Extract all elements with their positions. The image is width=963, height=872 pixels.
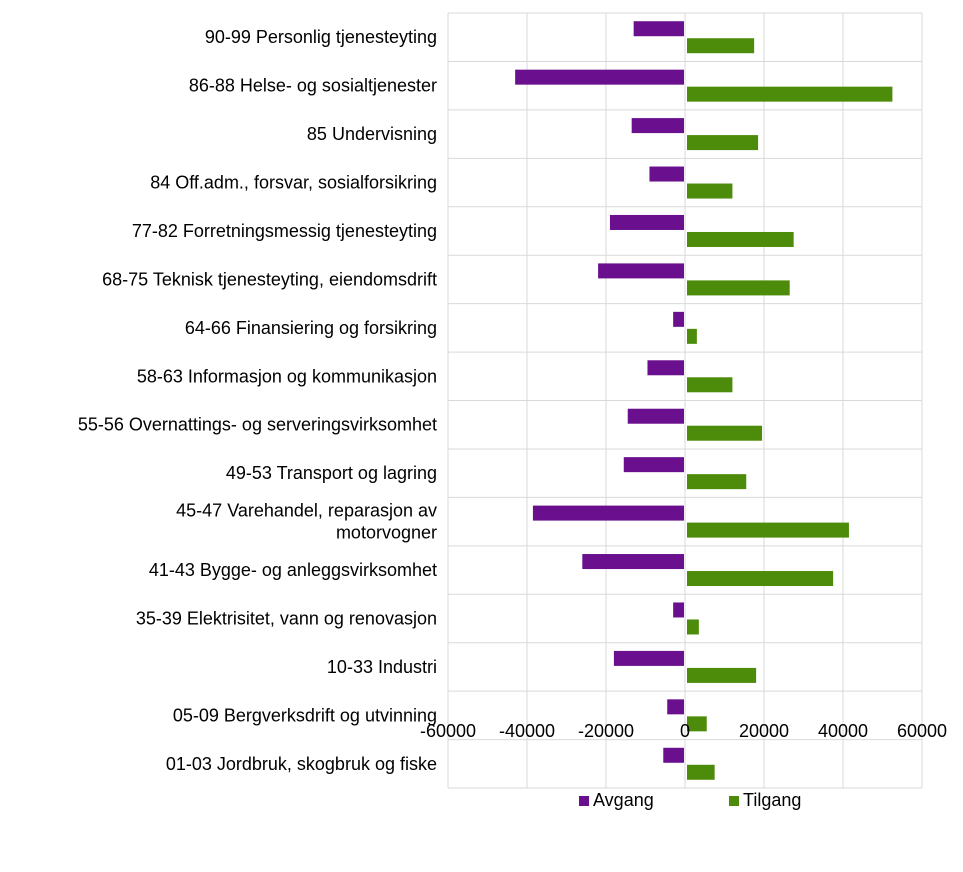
bar-avgang-4 <box>609 214 684 230</box>
category-labels: 90-99 Personlig tjenesteyting 86-88 Helse… <box>78 27 437 774</box>
x-tick-label: -20000 <box>578 721 634 741</box>
bar-avgang-14 <box>667 699 684 715</box>
legend-item-tilgang: Tilgang <box>729 790 801 811</box>
bar-tilgang-11 <box>687 571 834 587</box>
bar-tilgang-4 <box>687 231 794 247</box>
bar-tilgang-5 <box>687 280 790 296</box>
category-label: 01-03 Jordbruk, skogbruk og fiske <box>166 754 437 774</box>
bar-avgang-8 <box>627 408 684 424</box>
bar-tilgang-0 <box>687 38 755 54</box>
bar-tilgang-7 <box>687 377 733 393</box>
bar-tilgang-9 <box>687 474 747 490</box>
bar-avgang-12 <box>673 602 684 618</box>
category-label: 05-09 Bergverksdrift og utvinning <box>173 705 437 725</box>
bar-tilgang-2 <box>687 135 759 151</box>
bar-tilgang-10 <box>687 522 849 538</box>
legend-label-avgang: Avgang <box>593 790 654 810</box>
category-label: 77-82 Forretningsmessig tjenesteyting <box>132 221 437 241</box>
bar-avgang-7 <box>647 360 684 376</box>
bar-avgang-10 <box>532 505 684 521</box>
bar-avgang-3 <box>649 166 684 182</box>
category-label: 45-47 Varehandel, reparasjon av <box>176 501 437 521</box>
legend-swatch-avgang <box>579 795 589 806</box>
x-tick-label: 40000 <box>818 721 868 741</box>
category-label: 84 Off.adm., forsvar, sosialforsikring <box>150 173 437 193</box>
x-tick-label: -40000 <box>499 721 555 741</box>
bar-tilgang-15 <box>687 764 715 780</box>
category-label: 55-56 Overnattings- og serveringsvirksom… <box>78 415 437 435</box>
x-tick-label: 20000 <box>739 721 789 741</box>
x-tick-label: -60000 <box>420 721 476 741</box>
category-label: 86-88 Helse- og sosialtjenester <box>189 76 437 96</box>
grid-lines <box>447 12 923 789</box>
bar-chart: 90-99 Personlig tjenesteyting 86-88 Helse… <box>78 12 947 789</box>
bar-avgang-9 <box>623 457 684 473</box>
bars <box>515 21 893 780</box>
category-label: 49-53 Transport og lagring <box>226 463 437 483</box>
category-label: 58-63 Informasjon og kommunikasjon <box>137 366 437 386</box>
category-label: 10-33 Industri <box>327 657 437 677</box>
bar-tilgang-13 <box>687 667 757 683</box>
category-label: 35-39 Elektrisitet, vann og renovasjon <box>136 608 437 628</box>
bar-avgang-2 <box>631 118 684 134</box>
bar-tilgang-14 <box>687 716 707 732</box>
bar-tilgang-8 <box>687 425 763 441</box>
category-label: motorvogner <box>336 523 437 543</box>
bar-avgang-13 <box>613 650 684 666</box>
legend: Avgang Tilgang <box>0 790 963 830</box>
category-label: 85 Undervisning <box>307 124 437 144</box>
bar-avgang-11 <box>582 554 684 570</box>
category-label: 90-99 Personlig tjenesteyting <box>205 27 437 47</box>
x-tick-label: 0 <box>680 721 690 741</box>
bar-avgang-15 <box>663 747 684 763</box>
bar-tilgang-6 <box>687 328 697 344</box>
bar-tilgang-3 <box>687 183 733 199</box>
legend-label-tilgang: Tilgang <box>743 790 802 810</box>
category-label: 41-43 Bygge- og anleggsvirksomhet <box>149 560 437 580</box>
bar-tilgang-12 <box>687 619 699 635</box>
bar-avgang-5 <box>598 263 684 279</box>
bar-avgang-1 <box>515 69 684 85</box>
bar-avgang-0 <box>633 21 684 37</box>
bar-avgang-6 <box>673 311 684 327</box>
legend-item-avgang: Avgang <box>579 790 654 811</box>
x-axis-tick-labels: -60000 -40000 -20000 0 20000 40000 60000 <box>420 721 947 741</box>
bar-tilgang-1 <box>687 86 893 102</box>
category-label: 68-75 Teknisk tjenesteyting, eiendomsdri… <box>102 269 437 289</box>
x-tick-label: 60000 <box>897 721 947 741</box>
legend-swatch-tilgang <box>729 795 739 806</box>
category-label: 64-66 Finansiering og forsikring <box>185 318 437 338</box>
